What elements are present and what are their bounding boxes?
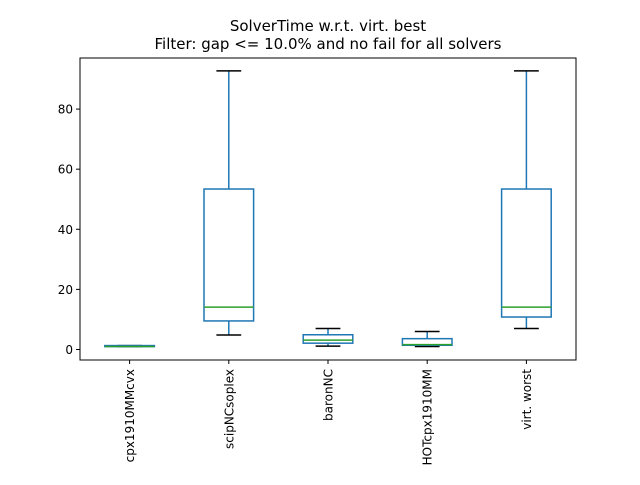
x-category-label: cpx1910MMcvx (123, 369, 137, 462)
x-axis: cpx1910MMcvx scipNCsoplex baronNC HOTcpx191… (123, 360, 534, 465)
chart-title: SolverTime w.r.t. virt. best (230, 17, 426, 35)
box-group (302, 327, 354, 347)
y-tick-label: 80 (58, 103, 73, 117)
x-category-label: baronNC (322, 369, 336, 421)
x-category-label: scipNCsoplex (222, 369, 236, 449)
box-group (401, 330, 453, 348)
iqr-box (500, 188, 552, 318)
box-series (104, 70, 552, 348)
box-group (500, 70, 552, 330)
y-axis: 0 20 40 60 80 (58, 103, 80, 357)
x-category-label: HOTcpx1910MM (421, 369, 435, 465)
y-tick-label: 20 (58, 283, 73, 297)
box-group (203, 70, 255, 336)
iqr-box (302, 334, 354, 344)
x-category-label: virt. worst (520, 369, 534, 430)
box-group (104, 344, 156, 348)
y-tick-label: 40 (58, 223, 73, 237)
chart-subtitle: Filter: gap <= 10.0% and no fail for all… (155, 35, 502, 53)
y-tick-label: 60 (58, 163, 73, 177)
y-tick-label: 0 (65, 343, 73, 357)
iqr-box (203, 188, 255, 322)
